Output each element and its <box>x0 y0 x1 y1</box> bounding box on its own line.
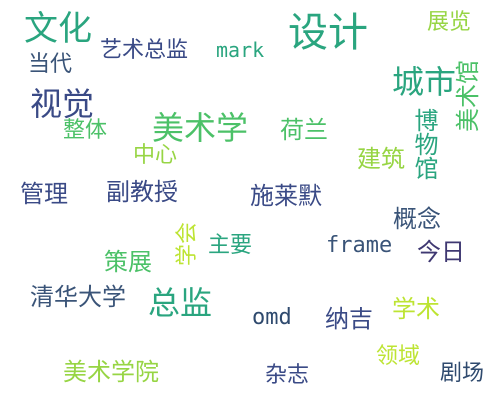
word-zhongxin: 中心 <box>133 143 178 168</box>
word-zhuyao: 主要 <box>208 233 253 258</box>
word-lingyu: 领域 <box>376 344 421 369</box>
word-helan: 荷兰 <box>280 116 328 144</box>
word-guanli: 管理 <box>20 180 68 208</box>
word-fujiaoshou: 副教授 <box>106 178 178 206</box>
word-frame: frame <box>326 233 393 258</box>
word-gainian: 概念 <box>393 205 441 233</box>
word-wenhua: 文化 <box>24 9 92 49</box>
word-omd: omd <box>252 305 292 330</box>
word-meishuxue: 美术学 <box>152 109 249 147</box>
word-zazhi: 杂志 <box>265 363 310 388</box>
word-shijue: 视觉 <box>30 85 95 123</box>
word-mark: mark <box>216 38 265 62</box>
word-bowuguan: 博物馆 <box>410 108 438 180</box>
word-chengshi: 城市 <box>392 63 457 101</box>
word-xueshu: 学术 <box>392 295 440 323</box>
word-jianzhu: 建筑 <box>357 145 405 173</box>
word-zhanlan: 展览 <box>427 10 472 35</box>
word-shilaimo: 施莱默 <box>250 182 322 210</box>
word-cezhan: 策展 <box>104 248 152 276</box>
word-qinghua: 清华大学 <box>30 283 126 311</box>
word-zhengti: 整体 <box>63 118 108 143</box>
word-zongjian: 总监 <box>148 284 213 322</box>
word-juchang: 剧场 <box>440 361 485 386</box>
word-sheji: 设计 <box>288 10 368 56</box>
word-meishuguan: 美术馆 <box>454 60 482 132</box>
word-dangdai: 当代 <box>28 52 73 77</box>
word-naji: 纳吉 <box>325 305 373 333</box>
word-yishuzongjian: 艺术总监 <box>100 38 189 63</box>
word-xuehui: 学会 <box>175 221 200 266</box>
word-meishuxueyuan: 美术学院 <box>63 358 159 386</box>
word-jinri: 今日 <box>417 238 465 266</box>
